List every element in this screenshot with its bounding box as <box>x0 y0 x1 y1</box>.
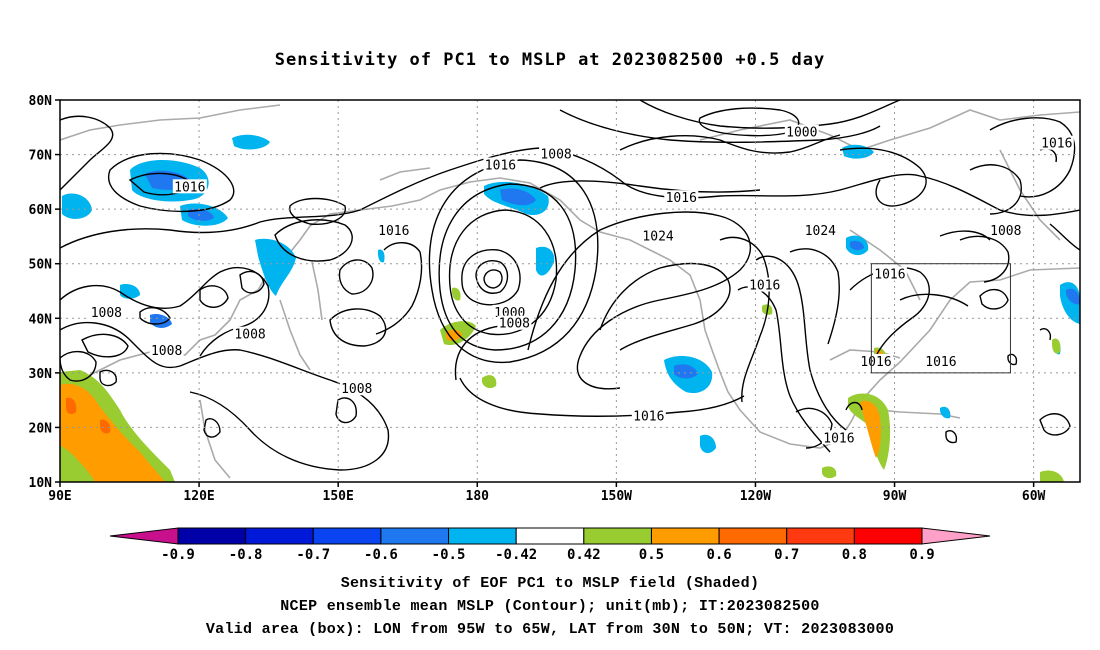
contour-label-bg <box>859 353 893 368</box>
colorbar-swatch <box>515 527 585 545</box>
contour-label-bg <box>497 315 532 330</box>
lon-tick-label: 90E <box>48 489 71 504</box>
contour-label: 1008 <box>341 382 372 397</box>
lat-tick-label: 20N <box>29 421 53 436</box>
lat-tick-label: 40N <box>29 312 53 327</box>
caption-line-2: NCEP ensemble mean MSLP (Contour); unit(… <box>280 598 820 615</box>
contour-label: 1016 <box>874 268 905 283</box>
lon-tick-label: 150E <box>323 489 354 504</box>
coastlines <box>60 104 1080 479</box>
contour-label: 1016 <box>860 355 891 370</box>
colorbar-label: -0.42 <box>495 547 537 563</box>
contour-label: 1016 <box>485 158 516 173</box>
contour-label-bg <box>376 222 411 237</box>
contour-label: 1016 <box>925 355 956 370</box>
contour-label-bg <box>149 343 184 358</box>
colorbar-swatch <box>448 527 517 545</box>
contour-label: 1016 <box>666 191 697 206</box>
contour-label-bg <box>784 124 819 139</box>
valid-area-box <box>870 263 1011 374</box>
contour-label: 1008 <box>499 317 530 332</box>
colorbar-label: 0.9 <box>909 547 934 563</box>
caption-line-1: Sensitivity of EOF PC1 to MSLP field (Sh… <box>340 575 760 592</box>
contour-label: 1016 <box>1041 137 1072 152</box>
lon-tick-label: 150W <box>601 489 632 504</box>
contour-label: 1016 <box>823 431 854 446</box>
positive-shading <box>60 287 1064 482</box>
contour-label-bg <box>172 179 207 194</box>
contour-label: 1008 <box>234 328 265 343</box>
contour-label: 1016 <box>174 180 205 195</box>
chart-title: Sensitivity of PC1 to MSLP at 2023082500… <box>274 50 826 70</box>
contour-label: 1024 <box>642 229 673 244</box>
colorbar-label: 0.7 <box>774 547 799 563</box>
contour-label-bg <box>483 157 518 172</box>
colorbar-label: -0.6 <box>364 547 398 563</box>
map-frame <box>59 99 1081 483</box>
contour-label-bg <box>664 190 699 205</box>
contour-label: 1016 <box>633 410 664 425</box>
colorbar-label: 0.6 <box>706 547 731 563</box>
colorbar-label: -0.7 <box>296 547 330 563</box>
colorbar-label: -0.5 <box>432 547 466 563</box>
contour-label: 1008 <box>91 306 122 321</box>
colorbar-swatch <box>786 527 855 545</box>
mslp-contours <box>60 100 1080 471</box>
contour-label: 1024 <box>805 224 836 239</box>
colorbar-label: -0.9 <box>161 547 195 563</box>
lon-tick-label: 120E <box>183 489 214 504</box>
lon-tick-label: 60W <box>1022 489 1046 504</box>
colorbar-label: 0.42 <box>567 547 601 563</box>
colorbar-swatch <box>312 527 382 545</box>
lat-tick-label: 60N <box>29 203 53 218</box>
lat-tick-label: 50N <box>29 258 53 273</box>
colorbar-swatch <box>245 527 314 545</box>
lon-tick-label: 180 <box>466 489 490 504</box>
colorbar-high-extend <box>921 527 991 545</box>
contour-label-bg <box>631 408 666 423</box>
contour-label: 1008 <box>540 148 571 163</box>
contour-label-bg <box>539 146 574 161</box>
colorbar-low-extend <box>109 527 179 545</box>
lat-tick-label: 70N <box>29 149 53 164</box>
colorbar: -0.9 -0.8 -0.7 -0.6 -0.5 -0.42 0.42 0.5 0.6 0.7 0.… <box>109 527 991 563</box>
colorbar-label: 0.5 <box>639 547 664 563</box>
contour-label-bg <box>803 222 838 237</box>
contour-label-bg <box>233 326 268 341</box>
colorbar-swatch <box>650 527 720 545</box>
contour-label-bg <box>872 266 907 281</box>
lat-tick-label: 80N <box>29 94 53 109</box>
colorbar-swatch <box>718 527 788 545</box>
lon-tick-label: 90W <box>883 489 907 504</box>
colorbar-swatch <box>853 527 923 545</box>
lat-tick-label: 30N <box>29 367 53 382</box>
colorbar-label: 0.8 <box>842 547 867 563</box>
contour-label-bg <box>923 353 958 368</box>
contour-label: 1008 <box>151 344 182 359</box>
contour-label-bg <box>821 430 856 445</box>
contour-label-bg <box>1039 135 1074 150</box>
caption-line-3: Valid area (box): LON from 95W to 65W, L… <box>205 621 895 638</box>
contour-label-bg <box>492 304 527 319</box>
contour-label-bg <box>641 228 676 243</box>
lat-tick-label: 10N <box>29 476 53 491</box>
negative-shading <box>62 134 1080 454</box>
map-area <box>60 100 1080 482</box>
lon-tick-label: 120W <box>740 489 771 504</box>
contour-label: 1016 <box>378 224 409 239</box>
contour-labels: 1016 1016 1016 1008 1016 1024 1024 1000 1016 1008… <box>89 124 1074 446</box>
contour-label: 1016 <box>749 279 780 294</box>
contour-label-bg <box>89 304 124 319</box>
colorbar-swatch <box>177 527 247 545</box>
contour-label-bg <box>988 222 1023 237</box>
contour-label: 1000 <box>786 126 817 141</box>
contour-label-bg <box>339 381 374 396</box>
contour-label-bg <box>747 277 782 292</box>
contour-label: 1008 <box>990 224 1021 239</box>
colorbar-label: -0.8 <box>229 547 263 563</box>
colorbar-swatch <box>583 527 652 545</box>
colorbar-swatch <box>380 527 450 545</box>
